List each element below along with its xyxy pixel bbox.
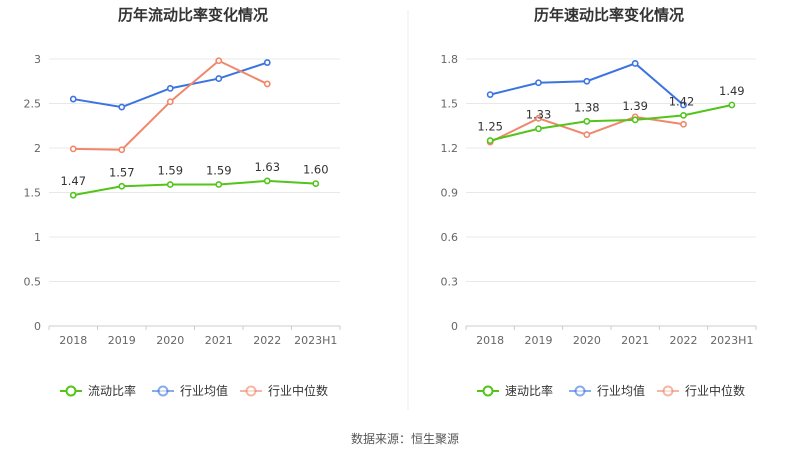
data-label: 1.63 xyxy=(254,160,280,174)
legend-label: 行业均值 xyxy=(597,383,645,398)
data-point-industry_avg xyxy=(166,84,174,92)
data-point-industry_avg xyxy=(680,101,687,109)
legend-item-industry_median: 行业中位数 xyxy=(240,383,328,398)
data-point-industry_avg xyxy=(583,77,591,85)
x-tick-label: 2019 xyxy=(525,334,553,347)
data-point-company xyxy=(69,191,77,199)
legend-marker xyxy=(245,385,257,397)
data-label: 1.59 xyxy=(206,163,232,177)
series-line-company xyxy=(73,179,316,197)
data-label: 1.42 xyxy=(669,94,695,108)
data-point-industry_median xyxy=(118,146,126,154)
data-point-company xyxy=(680,111,687,119)
y-tick-label: 1 xyxy=(34,231,41,244)
data-point-industry_median xyxy=(69,145,77,153)
data-point-industry_avg xyxy=(263,59,271,66)
data-label: 1.25 xyxy=(477,120,503,134)
data-point-industry_avg xyxy=(486,91,494,98)
legend-label: 速动比率 xyxy=(505,383,553,398)
legend-marker xyxy=(65,385,77,397)
x-tick-label: 2022 xyxy=(670,334,698,347)
data-point-industry_avg xyxy=(535,79,542,87)
legend-marker xyxy=(157,385,169,397)
y-tick-label: 1.8 xyxy=(441,53,459,66)
data-point-company xyxy=(486,137,494,144)
data-label: 1.47 xyxy=(60,174,86,188)
x-tick-label: 2022 xyxy=(253,334,281,347)
data-point-industry_median xyxy=(263,80,271,88)
x-tick-label: 2020 xyxy=(156,334,184,347)
legend-marker xyxy=(482,385,494,397)
y-tick-label: 0 xyxy=(34,320,41,333)
series-line-industry_median xyxy=(73,59,268,151)
data-point-industry_median xyxy=(583,131,591,139)
data-point-industry_median xyxy=(166,98,174,106)
legend-item-company: 速动比率 xyxy=(477,383,553,398)
data-point-company xyxy=(631,116,639,124)
y-tick-label: 2.5 xyxy=(24,98,42,111)
legend-marker xyxy=(574,385,586,397)
y-tick-label: 1.5 xyxy=(441,98,459,111)
legend-item-industry_avg: 行业均值 xyxy=(152,383,228,398)
y-tick-label: 0.5 xyxy=(24,276,42,289)
x-tick-label: 2021 xyxy=(621,334,649,347)
x-tick-label: 2019 xyxy=(108,334,136,347)
x-tick-label: 2023H1 xyxy=(294,334,337,347)
data-point-industry_avg xyxy=(69,95,77,103)
legend-item-industry_median: 行业中位数 xyxy=(657,383,745,398)
chart-title: 历年速动比率变化情况 xyxy=(534,6,684,24)
x-tick-label: 2023H1 xyxy=(710,334,753,347)
data-point-company xyxy=(535,125,542,133)
data-point-company xyxy=(728,101,736,109)
data-label: 1.49 xyxy=(719,84,745,98)
y-tick-label: 0.6 xyxy=(441,231,459,244)
y-tick-label: 0.9 xyxy=(441,187,459,200)
data-source-note: 数据来源：恒生聚源 xyxy=(350,432,459,446)
data-point-industry_median xyxy=(215,57,223,65)
data-point-industry_avg xyxy=(215,75,223,82)
data-point-company xyxy=(312,180,320,187)
data-label: 1.38 xyxy=(574,100,600,114)
data-point-industry_avg xyxy=(631,60,639,67)
x-tick-label: 2018 xyxy=(476,334,504,347)
y-tick-label: 3 xyxy=(34,53,41,66)
data-label: 1.60 xyxy=(303,163,329,177)
data-label: 1.39 xyxy=(622,99,648,113)
data-point-company xyxy=(583,117,591,125)
data-point-company xyxy=(263,177,271,185)
series-line-company xyxy=(489,104,733,142)
x-tick-label: 2021 xyxy=(205,334,233,347)
x-tick-label: 2020 xyxy=(573,334,601,347)
data-label: 1.33 xyxy=(526,108,552,122)
legend-label: 行业中位数 xyxy=(268,383,328,398)
y-tick-label: 2 xyxy=(34,142,41,155)
x-tick-label: 2018 xyxy=(59,334,87,347)
data-point-industry_median xyxy=(680,120,687,128)
legend-label: 流动比率 xyxy=(88,383,136,398)
chart-panel-1: 历年流动比率变化情况 0 0.5 1 1.5 2 2.5 3 2018 2019 2020 2021 2… xyxy=(24,6,341,398)
legend-label: 行业中位数 xyxy=(685,383,745,398)
chart-panel-2: 历年速动比率变化情况 0 0.3 0.6 0.9 1.2 1.5 1.8 2018 2019 202… xyxy=(441,6,757,398)
legend-item-industry_avg: 行业均值 xyxy=(569,383,645,398)
y-tick-label: 0 xyxy=(451,320,458,333)
data-point-company xyxy=(166,181,174,188)
y-tick-label: 0.3 xyxy=(441,276,459,289)
data-point-industry_median xyxy=(535,114,542,122)
data-label: 1.57 xyxy=(109,165,135,179)
y-tick-label: 1.2 xyxy=(441,142,459,155)
data-point-company xyxy=(215,181,223,188)
legend-item-company: 流动比率 xyxy=(60,383,136,398)
data-point-industry_avg xyxy=(118,103,126,111)
legend-label: 行业均值 xyxy=(180,383,228,398)
legend-marker xyxy=(662,385,674,397)
y-tick-label: 1.5 xyxy=(24,187,42,200)
chart-title: 历年流动比率变化情况 xyxy=(118,6,268,24)
data-label: 1.59 xyxy=(157,163,183,177)
data-point-company xyxy=(118,182,126,190)
